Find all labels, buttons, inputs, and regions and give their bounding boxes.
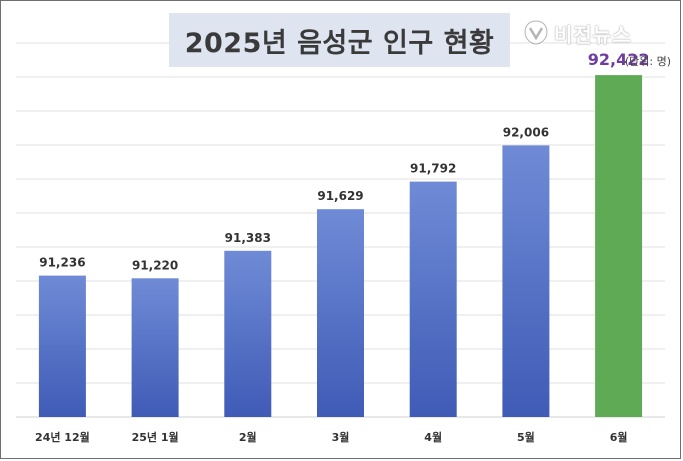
data-label: 91,383 (225, 231, 271, 245)
data-label: 91,236 (39, 256, 85, 270)
watermark: 비전뉴스 (522, 18, 632, 48)
data-label: 92,006 (503, 125, 549, 139)
x-tick-label: 24년 12월 (35, 430, 90, 444)
x-tick-label: 5월 (517, 430, 535, 444)
data-label: 92,422 (588, 50, 650, 69)
data-label: 91,629 (317, 189, 363, 203)
chart-title: 2025년 음성군 인구 현황 (184, 27, 495, 59)
x-tick-label: 2월 (239, 430, 257, 444)
x-tick-label: 3월 (332, 430, 350, 444)
bar-highlight (595, 75, 643, 417)
bar (38, 275, 86, 417)
bar (224, 250, 272, 417)
x-tick-label: 4월 (424, 430, 442, 444)
bar (502, 145, 550, 417)
bar (409, 181, 457, 417)
x-tick-label: 6월 (610, 430, 628, 444)
x-tick-label: 25년 1월 (132, 430, 179, 444)
data-label: 91,792 (410, 162, 456, 176)
bar (317, 209, 364, 417)
unit-label: (단위: 명) (624, 55, 671, 68)
logo-icon (523, 19, 549, 46)
data-label: 91,220 (132, 258, 178, 272)
watermark-text: 비전뉴스 (554, 22, 632, 47)
bar (131, 278, 179, 417)
chart-title-box: 2025년 음성군 인구 현황 (169, 13, 510, 67)
